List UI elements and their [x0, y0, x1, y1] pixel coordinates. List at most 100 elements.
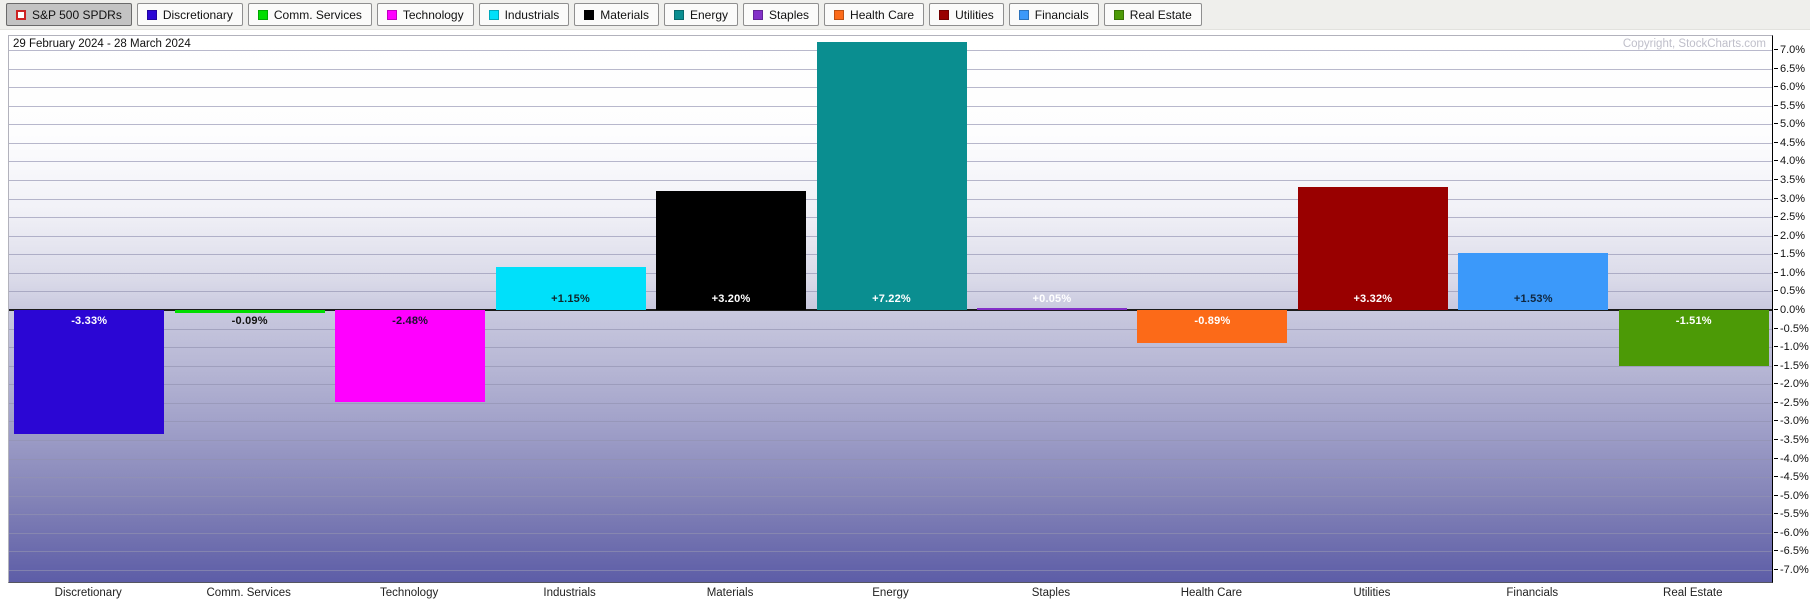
- y-tick: [1774, 401, 1778, 403]
- y-tick: [1774, 86, 1778, 88]
- bar-comm-services[interactable]: [174, 310, 325, 314]
- value-label-materials: +3.20%: [711, 293, 751, 305]
- legend-item-utilities[interactable]: Utilities: [929, 3, 1004, 26]
- zero-line: [9, 309, 1772, 311]
- legend-item-label: Technology: [402, 7, 464, 22]
- legend-item-technology[interactable]: Technology: [376, 3, 474, 26]
- legend-item-energy[interactable]: Energy: [663, 3, 739, 26]
- legend-item-label: Utilities: [955, 7, 994, 22]
- value-label-staples: +0.05%: [1032, 293, 1072, 305]
- y-tick-label: 3.5%: [1780, 174, 1806, 186]
- x-axis-label-materials: Materials: [706, 587, 754, 599]
- y-tick: [1774, 494, 1778, 496]
- y-tick-label: -2.0%: [1780, 378, 1809, 391]
- y-tick: [1774, 383, 1778, 385]
- y-tick: [1774, 141, 1778, 143]
- y-tick: [1774, 550, 1778, 552]
- bar-discretionary[interactable]: [14, 310, 165, 434]
- gridline: [9, 477, 1772, 479]
- y-tick-label: 6.5%: [1780, 62, 1806, 75]
- y-tick-label: -0.5%: [1780, 322, 1809, 335]
- y-tick-label: 5.5%: [1780, 99, 1806, 112]
- value-label-technology: -2.48%: [392, 315, 429, 327]
- y-tick: [1774, 179, 1778, 180]
- y-tick: [1774, 420, 1778, 422]
- y-tick-label: -3.5%: [1780, 433, 1809, 446]
- y-tick-label: 1.0%: [1780, 266, 1806, 279]
- staples-swatch-icon: [753, 9, 764, 20]
- y-tick: [1774, 438, 1778, 440]
- y-tick-label: -4.0%: [1780, 452, 1809, 465]
- index-checkbox-icon: [16, 9, 26, 20]
- legend-item-label: Financials: [1034, 7, 1089, 22]
- bar-energy[interactable]: [816, 41, 967, 310]
- y-tick-label: -5.0%: [1780, 489, 1809, 502]
- gridline: [9, 532, 1772, 534]
- y-tick-label: -2.5%: [1780, 396, 1809, 409]
- legend-item-financials[interactable]: Financials: [1008, 3, 1099, 26]
- y-tick: [1774, 364, 1778, 366]
- legend-toolbar: S&P 500 SPDRs Discretionary Comm. Service…: [0, 0, 1810, 30]
- gridline: [9, 551, 1772, 553]
- utilities-swatch-icon: [939, 9, 950, 20]
- health-care-swatch-icon: [834, 9, 845, 20]
- gridline: [9, 495, 1772, 497]
- legend-item-discretionary[interactable]: Discretionary: [136, 3, 243, 26]
- bar-staples[interactable]: [976, 308, 1127, 310]
- gridline: [9, 458, 1772, 460]
- y-tick: [1774, 234, 1778, 236]
- y-tick-label: 6.0%: [1780, 81, 1806, 94]
- value-label-industrials: +1.15%: [551, 293, 590, 305]
- financials-swatch-icon: [1018, 9, 1029, 20]
- bar-industrials[interactable]: [495, 267, 646, 310]
- y-tick: [1774, 160, 1778, 162]
- plot-area: 29 February 2024 - 28 March 2024 Copyrig…: [8, 35, 1773, 583]
- x-axis: Discretionary Comm. Services Technology Ind…: [8, 587, 1773, 603]
- legend-item-comm-services[interactable]: Comm. Services: [247, 3, 372, 26]
- energy-swatch-icon: [673, 9, 684, 20]
- y-tick-label: 5.0%: [1780, 118, 1806, 131]
- y-tick-label: 1.5%: [1780, 248, 1806, 261]
- x-axis-label-technology: Technology: [380, 587, 439, 599]
- legend-item-industrials[interactable]: Industrials: [478, 3, 570, 26]
- bar-technology[interactable]: [335, 310, 486, 403]
- y-tick-label: 3.0%: [1780, 192, 1806, 205]
- y-tick: [1774, 513, 1778, 515]
- y-tick-label: -4.5%: [1780, 471, 1809, 484]
- x-axis-label-health-care: Health Care: [1180, 587, 1243, 599]
- value-label-utilities: +3.32%: [1353, 293, 1393, 305]
- bar-real-estate[interactable]: [1618, 310, 1769, 367]
- y-tick: [1774, 568, 1778, 570]
- y-tick: [1774, 346, 1778, 348]
- value-label-real-estate: -1.51%: [1675, 315, 1712, 327]
- legend-item-materials[interactable]: Materials: [574, 3, 659, 26]
- legend-item-health-care[interactable]: Health Care: [824, 3, 925, 26]
- technology-swatch-icon: [386, 9, 397, 20]
- y-tick: [1774, 290, 1778, 292]
- bar-financials[interactable]: [1458, 253, 1609, 310]
- legend-item-real-estate[interactable]: Real Estate: [1103, 3, 1202, 26]
- bar-materials[interactable]: [656, 191, 807, 310]
- value-label-discretionary: -3.33%: [71, 315, 108, 327]
- y-tick-label: 4.5%: [1780, 136, 1806, 149]
- legend-item-staples[interactable]: Staples: [743, 3, 820, 26]
- date-range-label: 29 February 2024 - 28 March 2024: [13, 38, 191, 50]
- x-axis-label-energy: Energy: [872, 587, 909, 599]
- gridline: [9, 384, 1772, 386]
- legend-item-label: Materials: [600, 7, 649, 22]
- legend-item-label: Energy: [689, 7, 729, 22]
- y-tick-label: -1.5%: [1780, 359, 1809, 372]
- value-label-comm-services: -0.09%: [231, 315, 268, 327]
- legend-item-label: Industrials: [504, 7, 560, 22]
- bar-health-care[interactable]: [1137, 310, 1288, 344]
- y-axis: 7.0% 6.5% 6.0% 5.5% 5.0% 4.5% 4.0% 3.5% 3.0% 2.5%…: [1774, 35, 1810, 583]
- legend-item-label: Real Estate: [1129, 7, 1192, 22]
- index-selector-button[interactable]: S&P 500 SPDRs: [6, 3, 132, 26]
- y-tick-label: 0.5%: [1780, 285, 1806, 298]
- bar-utilities[interactable]: [1297, 186, 1448, 310]
- value-label-financials: +1.53%: [1513, 293, 1553, 305]
- y-tick-label: 7.0%: [1780, 44, 1806, 57]
- y-tick: [1774, 123, 1778, 125]
- real-estate-swatch-icon: [1113, 9, 1124, 20]
- y-tick-label: -7.0%: [1780, 563, 1809, 576]
